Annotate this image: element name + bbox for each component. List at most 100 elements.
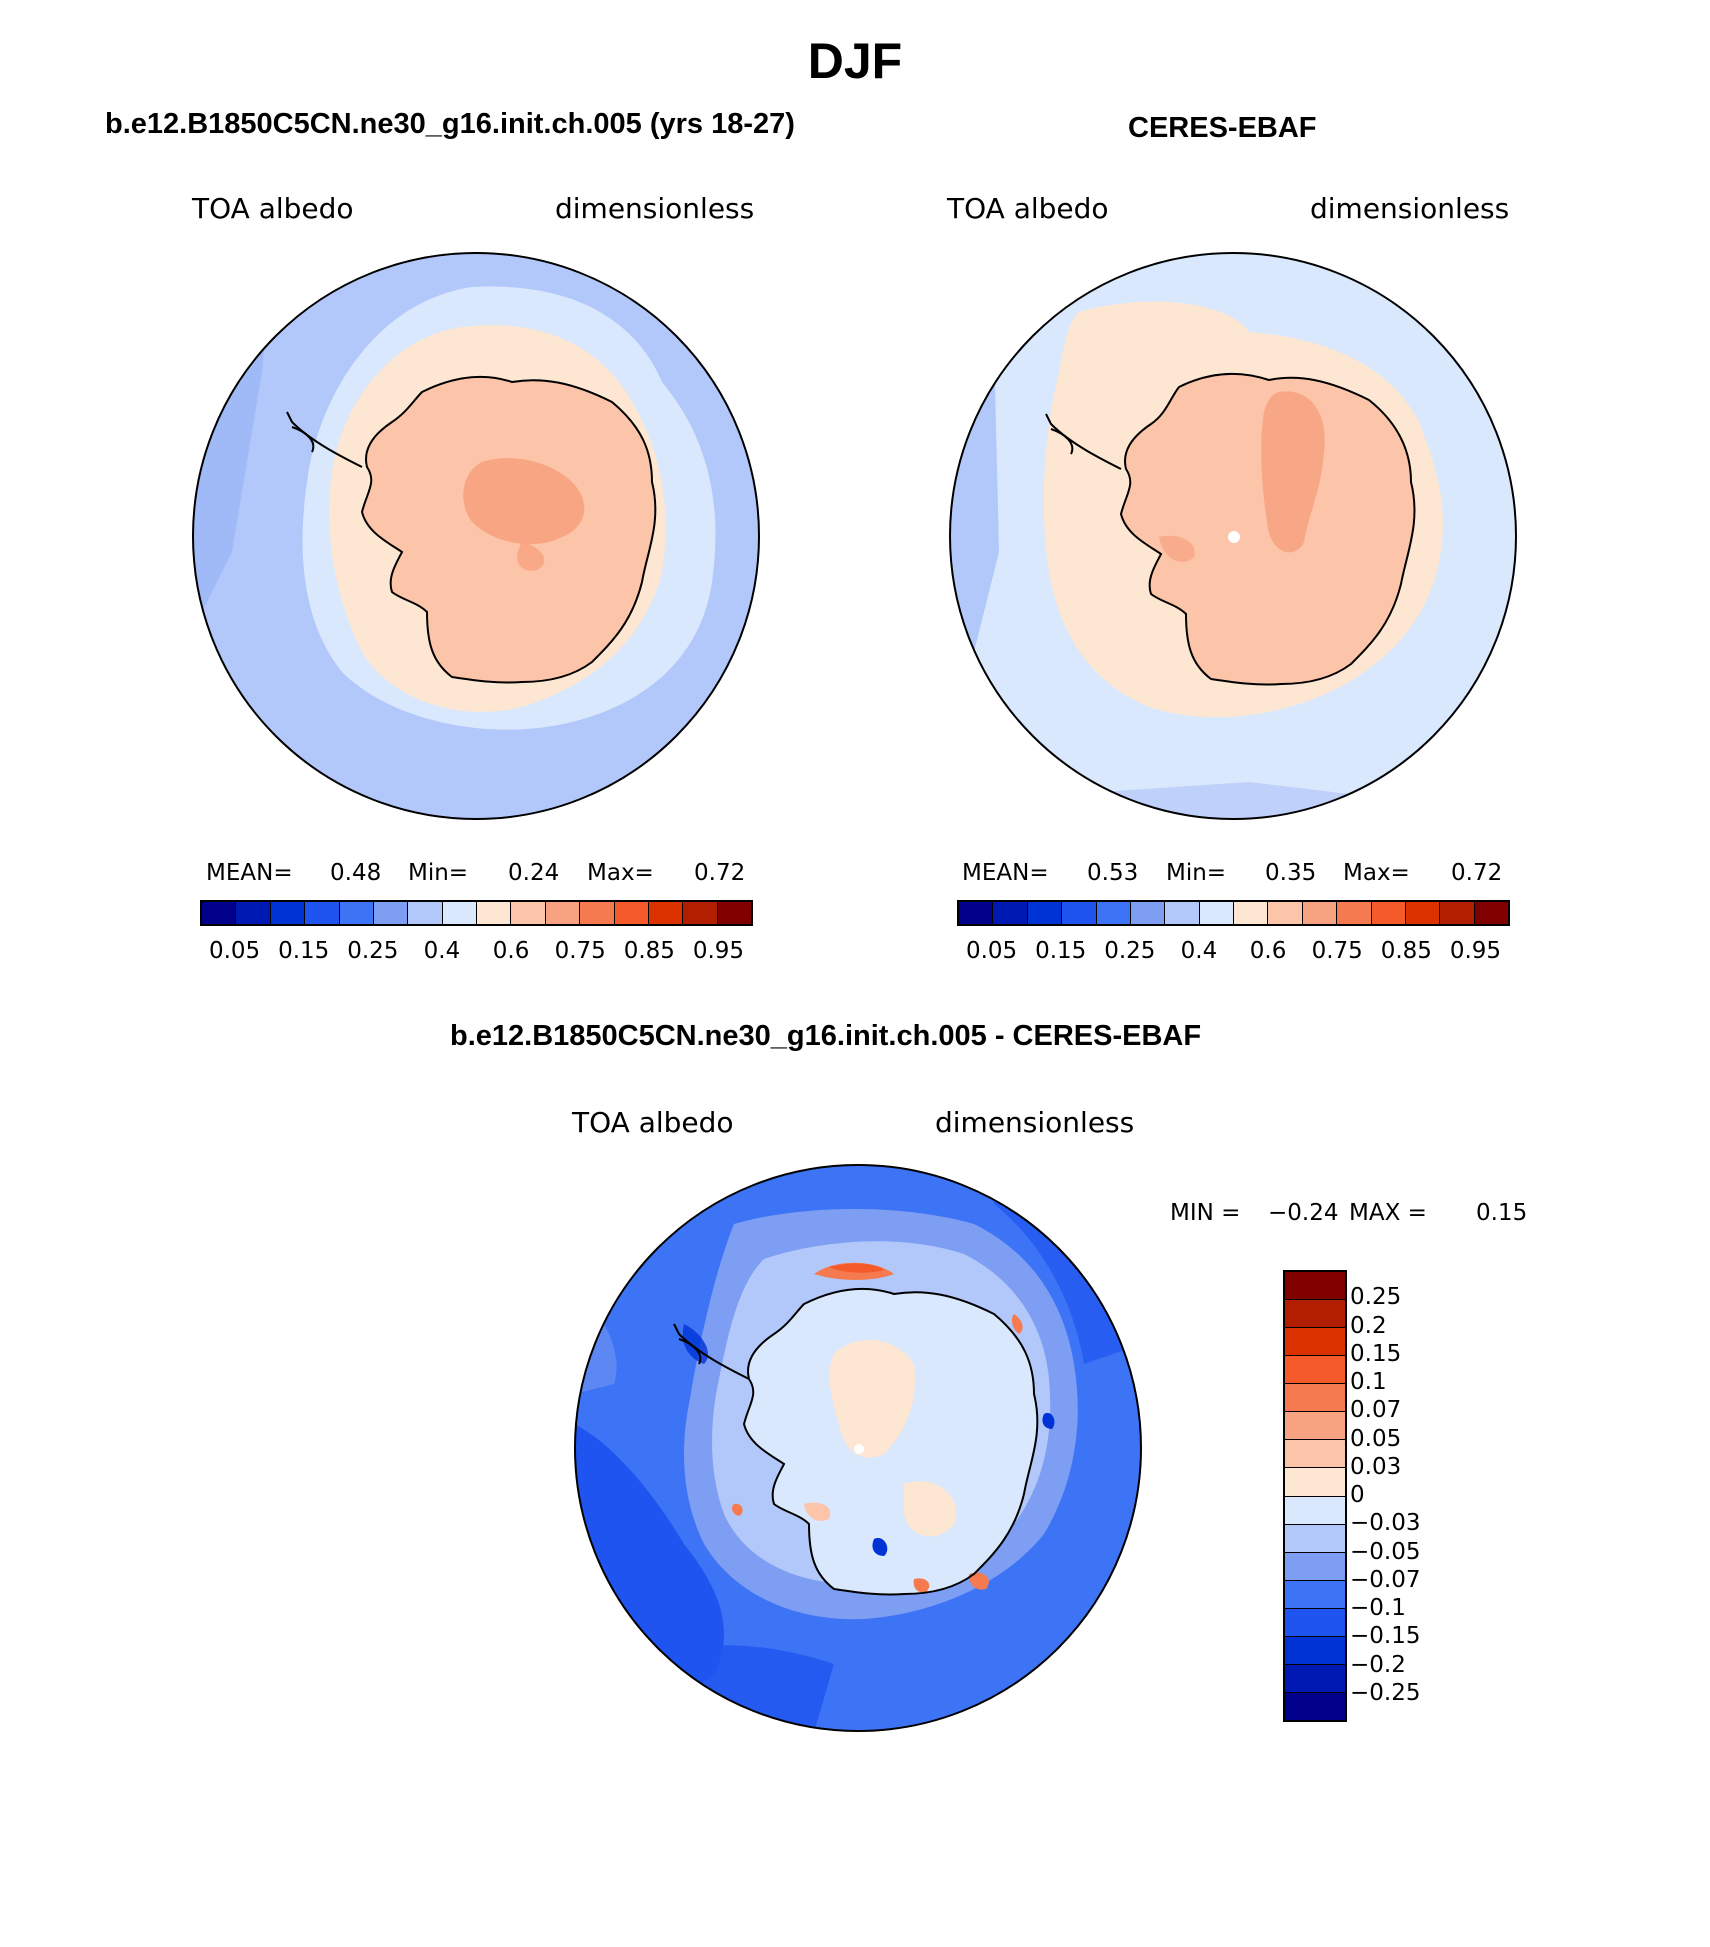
diff-colorbar-cell [1285, 1524, 1345, 1553]
left-colorbar-cell [683, 902, 718, 924]
left-colorbar-cell [580, 902, 615, 924]
diff-variable-label: TOA albedo [572, 1106, 734, 1139]
right-colorbar-cell [1440, 902, 1475, 924]
diff-panel-title: b.e12.B1850C5CN.ne30_g16.init.ch.005 - C… [450, 1020, 1202, 1052]
diff-colorbar-cell [1285, 1496, 1345, 1525]
left-mean-value: 0.48 [330, 860, 382, 886]
right-min-value: 0.35 [1265, 860, 1317, 886]
diff-colorbar-cell [1285, 1272, 1345, 1301]
left-variable-label: TOA albedo [192, 192, 354, 225]
diff-max-value: 0.15 [1476, 1200, 1528, 1226]
right-colorbar-cell [1165, 902, 1200, 924]
left-colorbar-cell [511, 902, 546, 924]
diff-colorbar-cell [1285, 1328, 1345, 1357]
left-colorbar-cell [236, 902, 271, 924]
right-colorbar-tick-label: 0.4 [1180, 938, 1218, 964]
right-colorbar-tick-label: 0.15 [1035, 938, 1087, 964]
diff-colorbar [1283, 1270, 1347, 1722]
left-units-label: dimensionless [555, 192, 755, 225]
diff-colorbar-cell [1285, 1636, 1345, 1665]
left-colorbar-cell [339, 902, 374, 924]
right-colorbar-cell [1405, 902, 1441, 924]
right-colorbar-tick-label: 0.95 [1449, 938, 1502, 964]
diff-colorbar-tick-label: 0.03 [1350, 1453, 1402, 1480]
diff-colorbar-tick-label: −0.15 [1350, 1623, 1421, 1650]
right-colorbar-cell [1474, 902, 1508, 924]
diff-colorbar-tick-label: −0.1 [1350, 1595, 1406, 1621]
diff-colorbar-tick-label: −0.03 [1350, 1510, 1421, 1537]
left-colorbar-tick-label: 0.05 [208, 938, 261, 964]
left-colorbar-tick-label: 0.4 [423, 938, 461, 964]
left-colorbar-tick-label: 0.15 [278, 938, 330, 964]
diff-colorbar-tick-label: 0.05 [1350, 1425, 1402, 1452]
left-min-label: Min= [408, 860, 469, 886]
right-colorbar-cell [1130, 902, 1166, 924]
right-colorbar-tick-label: 0.75 [1311, 938, 1363, 964]
diff-colorbar-cell [1285, 1552, 1345, 1581]
diff-colorbar-tick-label: −0.25 [1350, 1679, 1421, 1706]
right-polar-map [949, 252, 1517, 820]
left-colorbar-tick-label: 0.6 [492, 938, 530, 964]
left-colorbar-cell [614, 902, 649, 924]
right-colorbar-cell [1302, 902, 1338, 924]
right-colorbar-tick-label: 0.6 [1249, 938, 1287, 964]
diff-min-value: −0.24 [1268, 1200, 1339, 1226]
right-colorbar-cell [993, 902, 1028, 924]
left-max-label: Max= [587, 860, 654, 886]
left-colorbar-tick-label: 0.85 [623, 938, 675, 964]
left-colorbar-tick-label: 0.95 [692, 938, 745, 964]
right-units-label: dimensionless [1310, 192, 1510, 225]
right-colorbar-cell [1337, 902, 1372, 924]
right-colorbar-cell [1062, 902, 1097, 924]
right-colorbar-tick-label: 0.85 [1380, 938, 1432, 964]
left-colorbar-cell [648, 902, 684, 924]
left-panel-title: b.e12.B1850C5CN.ne30_g16.init.ch.005 (yr… [105, 108, 795, 140]
left-min-value: 0.24 [508, 860, 560, 886]
diff-colorbar-cell [1285, 1468, 1345, 1497]
left-colorbar [200, 900, 753, 926]
right-colorbar-cell [1268, 902, 1303, 924]
diff-colorbar-cell [1285, 1608, 1345, 1637]
diff-colorbar-cell [1285, 1440, 1345, 1469]
left-max-value: 0.72 [694, 860, 746, 886]
diff-min-label: MIN = [1170, 1200, 1241, 1226]
right-colorbar-cell [1027, 902, 1063, 924]
diff-colorbar-tick-label: −0.07 [1350, 1566, 1421, 1593]
right-colorbar-cell [1199, 902, 1234, 924]
left-polar-map [192, 252, 760, 820]
right-mean-value: 0.53 [1087, 860, 1139, 886]
right-panel-title: CERES-EBAF [1128, 112, 1317, 144]
left-colorbar-cell [477, 902, 512, 924]
left-colorbar-tick-label: 0.75 [554, 938, 606, 964]
page-title: DJF [807, 33, 903, 89]
diff-colorbar-cell [1285, 1300, 1345, 1329]
diff-max-label: MAX = [1349, 1200, 1427, 1226]
right-colorbar-tick-label: 0.05 [965, 938, 1018, 964]
left-colorbar-labels: 0.05 0.15 0.25 0.4 0.6 0.75 0.85 0.95 [200, 938, 753, 968]
right-colorbar-cell [1234, 902, 1269, 924]
diff-colorbar-cell [1285, 1664, 1345, 1693]
diff-colorbar-cell [1285, 1580, 1345, 1609]
right-colorbar-labels: 0.05 0.15 0.25 0.4 0.6 0.75 0.85 0.95 [957, 938, 1510, 968]
right-colorbar-cell [959, 902, 994, 924]
right-colorbar-tick-label: 0.25 [1104, 938, 1156, 964]
left-colorbar-cell [305, 902, 340, 924]
diff-colorbar-cell [1285, 1412, 1345, 1441]
diff-colorbar-labels: 0.25 0.2 0.15 0.1 0.07 0.05 0.03 0 −0.03 −0.05 −0.… [1350, 1270, 1490, 1722]
right-colorbar [957, 900, 1510, 926]
right-max-label: Max= [1343, 860, 1410, 886]
left-mean-label: MEAN= [206, 860, 293, 886]
right-min-label: Min= [1166, 860, 1227, 886]
left-colorbar-cell [545, 902, 581, 924]
left-colorbar-tick-label: 0.25 [347, 938, 399, 964]
diff-colorbar-tick-label: 0.2 [1350, 1312, 1387, 1339]
diff-colorbar-tick-label: 0.1 [1350, 1369, 1387, 1395]
left-colorbar-cell [202, 902, 237, 924]
left-colorbar-cell [408, 902, 443, 924]
right-variable-label: TOA albedo [947, 192, 1109, 225]
diff-colorbar-tick-label: 0.25 [1350, 1284, 1402, 1311]
left-colorbar-cell [442, 902, 477, 924]
diff-polar-map [574, 1164, 1142, 1732]
diff-colorbar-cell [1285, 1692, 1345, 1720]
right-colorbar-cell [1371, 902, 1406, 924]
